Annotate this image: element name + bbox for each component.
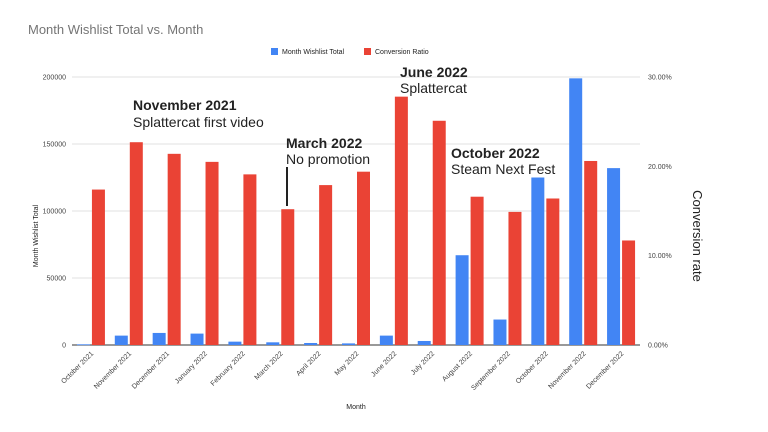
bar-wishlist-total <box>607 168 621 345</box>
bar-wishlist-total <box>342 343 355 345</box>
legend-swatch-wishlist <box>271 48 278 55</box>
chart-title: Month Wishlist Total vs. Month <box>28 22 203 37</box>
bar-conversion-ratio <box>167 153 181 345</box>
x-tick-label: April 2022 <box>295 350 322 377</box>
y-tick-left: 200000 <box>43 75 66 82</box>
annotation-november-2021: November 2021 Splattercat first video <box>133 97 264 130</box>
bar-conversion-ratio <box>205 161 219 345</box>
y-tick-right: 0.00% <box>648 343 668 350</box>
y-tick-right: 10.00% <box>648 253 672 260</box>
legend-swatch-conversion <box>364 48 371 55</box>
x-tick-label: September 2022 <box>470 350 512 392</box>
annotation-title: October 2022 <box>451 145 540 161</box>
bar-wishlist-total <box>379 335 393 345</box>
x-tick-label: August 2022 <box>441 350 474 383</box>
bars <box>76 78 636 346</box>
right-axis-ticks: 0.00% 10.00% 20.00% 30.00% <box>648 75 672 350</box>
bar-wishlist-total <box>228 341 242 345</box>
bar-conversion-ratio <box>622 240 636 345</box>
bar-conversion-ratio <box>91 189 105 345</box>
y-tick-left: 0 <box>62 343 66 350</box>
bar-conversion-ratio <box>508 211 522 345</box>
bar-wishlist-total <box>190 333 204 345</box>
x-tick-label: May 2022 <box>334 350 361 377</box>
y-axis-right-label: Conversion rate <box>690 190 705 282</box>
annotation-march-2022: March 2022 No promotion <box>286 135 370 206</box>
y-tick-left: 150000 <box>43 142 66 149</box>
x-tick-label: March 2022 <box>254 350 285 381</box>
bar-conversion-ratio <box>243 174 257 345</box>
x-tick-label: November 2021 <box>93 350 133 390</box>
annotation-subtitle: Steam Next Fest <box>451 161 555 177</box>
bar-wishlist-total <box>304 342 318 345</box>
annotation-subtitle: Splattercat first video <box>133 114 264 130</box>
bar-wishlist-total <box>493 319 507 345</box>
gridlines <box>72 76 640 346</box>
annotation-subtitle: No promotion <box>286 151 370 167</box>
x-tick-label: December 2022 <box>585 350 625 390</box>
bar-conversion-ratio <box>394 96 408 345</box>
bar-conversion-ratio <box>319 185 333 345</box>
y-axis-left-label: Month Wishlist Total <box>33 205 40 268</box>
bar-wishlist-total <box>76 344 90 346</box>
bar-conversion-ratio <box>281 209 295 345</box>
legend-label-conversion: Conversion Ratio <box>375 49 429 56</box>
legend: Month Wishlist Total Conversion Ratio <box>271 48 429 56</box>
x-tick-label: July 2022 <box>410 350 436 376</box>
annotation-june-2022: June 2022 Splattercat <box>400 64 468 96</box>
legend-label-wishlist: Month Wishlist Total <box>282 49 345 56</box>
x-tick-label: October 2021 <box>60 350 95 385</box>
left-axis-ticks: 0 50000 100000 150000 200000 <box>43 75 66 350</box>
x-tick-label: December 2021 <box>131 350 171 390</box>
annotation-title: November 2021 <box>133 97 237 113</box>
bar-conversion-ratio <box>546 198 560 345</box>
x-tick-label: October 2022 <box>515 350 550 385</box>
annotation-title: March 2022 <box>286 135 362 151</box>
bar-wishlist-total <box>152 332 166 345</box>
x-tick-label: June 2022 <box>370 350 398 378</box>
bar-wishlist-total <box>266 342 280 345</box>
annotation-subtitle: Splattercat <box>400 80 467 96</box>
bar-wishlist-total <box>417 340 431 345</box>
bar-conversion-ratio <box>357 171 370 345</box>
x-tick-label: February 2022 <box>210 350 247 387</box>
bar-conversion-ratio <box>432 120 446 345</box>
x-axis-label: Month <box>346 404 366 411</box>
x-tick-label: January 2022 <box>174 350 209 385</box>
bar-wishlist-total <box>114 335 128 345</box>
y-tick-right: 20.00% <box>648 164 672 171</box>
bar-wishlist-total <box>569 78 583 345</box>
annotation-october-2022: October 2022 Steam Next Fest <box>451 145 555 177</box>
bar-conversion-ratio <box>584 160 598 345</box>
bar-conversion-ratio <box>129 142 143 345</box>
annotation-title: June 2022 <box>400 64 468 80</box>
bar-wishlist-total <box>455 255 469 345</box>
bar-conversion-ratio <box>470 196 484 345</box>
bar-wishlist-total <box>531 177 545 345</box>
y-tick-left: 100000 <box>43 209 66 216</box>
x-tick-label: November 2022 <box>547 350 587 390</box>
y-tick-right: 30.00% <box>648 75 672 82</box>
y-tick-left: 50000 <box>47 276 67 283</box>
